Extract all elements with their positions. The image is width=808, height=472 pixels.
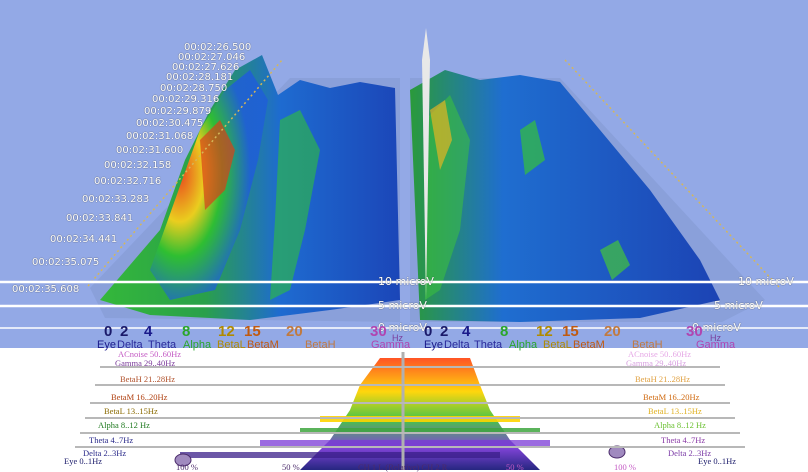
- time-label: 00:02:29.879: [144, 106, 212, 117]
- left-microv-0: 0 microV: [378, 321, 427, 334]
- left-freq-0: 0: [104, 323, 113, 340]
- right-freq-12: 12: [536, 323, 553, 340]
- time-label: 00:02:29.316: [152, 94, 220, 105]
- left-freq-8: 8: [182, 323, 191, 340]
- left-band-theta: Theta: [148, 339, 177, 351]
- left-freq-30: 30: [370, 323, 387, 340]
- right-row-betal: BetaL 13..15Hz: [648, 406, 702, 416]
- right-row-alpha: Alpha 8..12 Hz: [654, 420, 706, 430]
- right-band-betal: BetaL: [543, 339, 572, 351]
- time-label: 00:02:33.283: [82, 194, 150, 205]
- left-row-eye: Eye 0..1Hz: [64, 456, 103, 466]
- left-band-betah: BetaH: [305, 339, 336, 351]
- right-band-betah: BetaH: [632, 339, 663, 351]
- time-label: 00:02:31.600: [116, 145, 184, 156]
- time-label: 00:02:35.075: [32, 257, 100, 268]
- time-label: 00:02:33.841: [66, 213, 134, 224]
- left-freq-2: 2: [120, 323, 129, 340]
- left-band-gamma: Gamma: [371, 339, 411, 351]
- right-band-delta: Delta: [444, 339, 470, 351]
- right-microv-5: 5 microV: [714, 299, 763, 312]
- right-pct-50: 50 %: [506, 462, 524, 472]
- left-row-gamma: Gamma 29..40Hz: [115, 358, 176, 368]
- left-row-betam: BetaM 16..20Hz: [111, 392, 168, 402]
- left-microv-10: 10 microV: [378, 275, 434, 288]
- time-label: 00:02:28.750: [160, 83, 228, 94]
- right-freq-8: 8: [500, 323, 509, 340]
- time-label: 00:02:32.158: [104, 160, 172, 171]
- time-label: 00:02:27.626: [172, 62, 240, 73]
- right-band-theta: Theta: [474, 339, 503, 351]
- left-freq-20: 20: [286, 323, 303, 340]
- right-pct-100: 100 %: [614, 462, 636, 472]
- left-eye-marker: [174, 453, 192, 467]
- time-label: 00:02:26.500: [184, 42, 252, 53]
- time-label: 00:02:31.068: [126, 131, 194, 142]
- right-row-acnoise: ACnoise 50..60Hz: [628, 349, 692, 359]
- band-row-divider: [100, 366, 720, 368]
- band-row-divider: [85, 417, 735, 419]
- relative-power-distribution: [180, 352, 550, 470]
- time-label: 00:02:34.441: [50, 234, 118, 245]
- right-channel-surface: [410, 70, 720, 322]
- left-band-betal: BetaL: [217, 339, 246, 351]
- time-label: 00:02:27.046: [178, 52, 246, 63]
- band-row-divider: [90, 402, 730, 404]
- right-row-betah: BetaH 21..28Hz: [635, 374, 691, 384]
- left-freq-4: 4: [144, 323, 153, 340]
- right-band-betam: BetaM: [573, 339, 605, 351]
- left-hz-unit: Hz: [392, 333, 403, 343]
- right-freq-20: 20: [604, 323, 621, 340]
- right-microv-10: 10 microV: [738, 275, 794, 288]
- right-row-delta: Delta 2..3Hz: [668, 448, 712, 458]
- left-freq-15: 15: [244, 323, 261, 340]
- left-band-delta: Delta: [117, 339, 143, 351]
- left-freq-12: 12: [218, 323, 235, 340]
- left-row-betal: BetaL 13..15Hz: [104, 406, 158, 416]
- left-band-alpha: Alpha: [183, 339, 212, 351]
- left-row-alpha: Alpha 8..12 Hz: [98, 420, 150, 430]
- right-row-betam: BetaM 16..20Hz: [643, 392, 700, 402]
- right-row-gamma: Gamma 29..40Hz: [626, 358, 687, 368]
- right-band-eye: Eye: [424, 339, 443, 351]
- right-time-axis: [564, 59, 781, 289]
- time-label: 00:02:35.608: [12, 284, 80, 295]
- left-row-theta: Theta 4..7Hz: [89, 435, 134, 445]
- right-freq-4: 4: [462, 323, 471, 340]
- left-row-acnoise: ACnoise 50..60Hz: [118, 349, 182, 359]
- right-freq-15: 15: [562, 323, 579, 340]
- center-divider: [422, 28, 430, 300]
- right-band-alpha: Alpha: [509, 339, 538, 351]
- right-freq-30: 30: [686, 323, 703, 340]
- left-pct-50: 50 %: [282, 462, 300, 472]
- right-freq-2: 2: [440, 323, 449, 340]
- left-band-eye: Eye: [97, 339, 116, 351]
- right-band-gamma: Gamma: [696, 339, 736, 351]
- band-row-divider: [80, 432, 740, 434]
- right-hz-unit: Hz: [710, 333, 721, 343]
- right-row-eye: Eye 0..1Hz: [698, 456, 737, 466]
- left-microv-5: 5 microV: [378, 299, 427, 312]
- band-row-divider: [75, 446, 745, 448]
- channel-label: CH 1 L (Relative) CH 2 R: [358, 462, 448, 472]
- left-pct-100: 100 %: [176, 462, 198, 472]
- left-row-delta: Delta 2..3Hz: [83, 448, 127, 458]
- time-label: 00:02:28.181: [166, 72, 234, 83]
- band-row-divider: [95, 384, 725, 386]
- left-band-betam: BetaM: [247, 339, 279, 351]
- time-label: 00:02:32.716: [94, 176, 162, 187]
- time-label: 00:02:30.475: [136, 118, 204, 129]
- right-freq-0: 0: [424, 323, 433, 340]
- right-microv-0: 0 microV: [692, 321, 741, 334]
- right-row-theta: Theta 4..7Hz: [661, 435, 706, 445]
- left-row-betah: BetaH 21..28Hz: [120, 374, 176, 384]
